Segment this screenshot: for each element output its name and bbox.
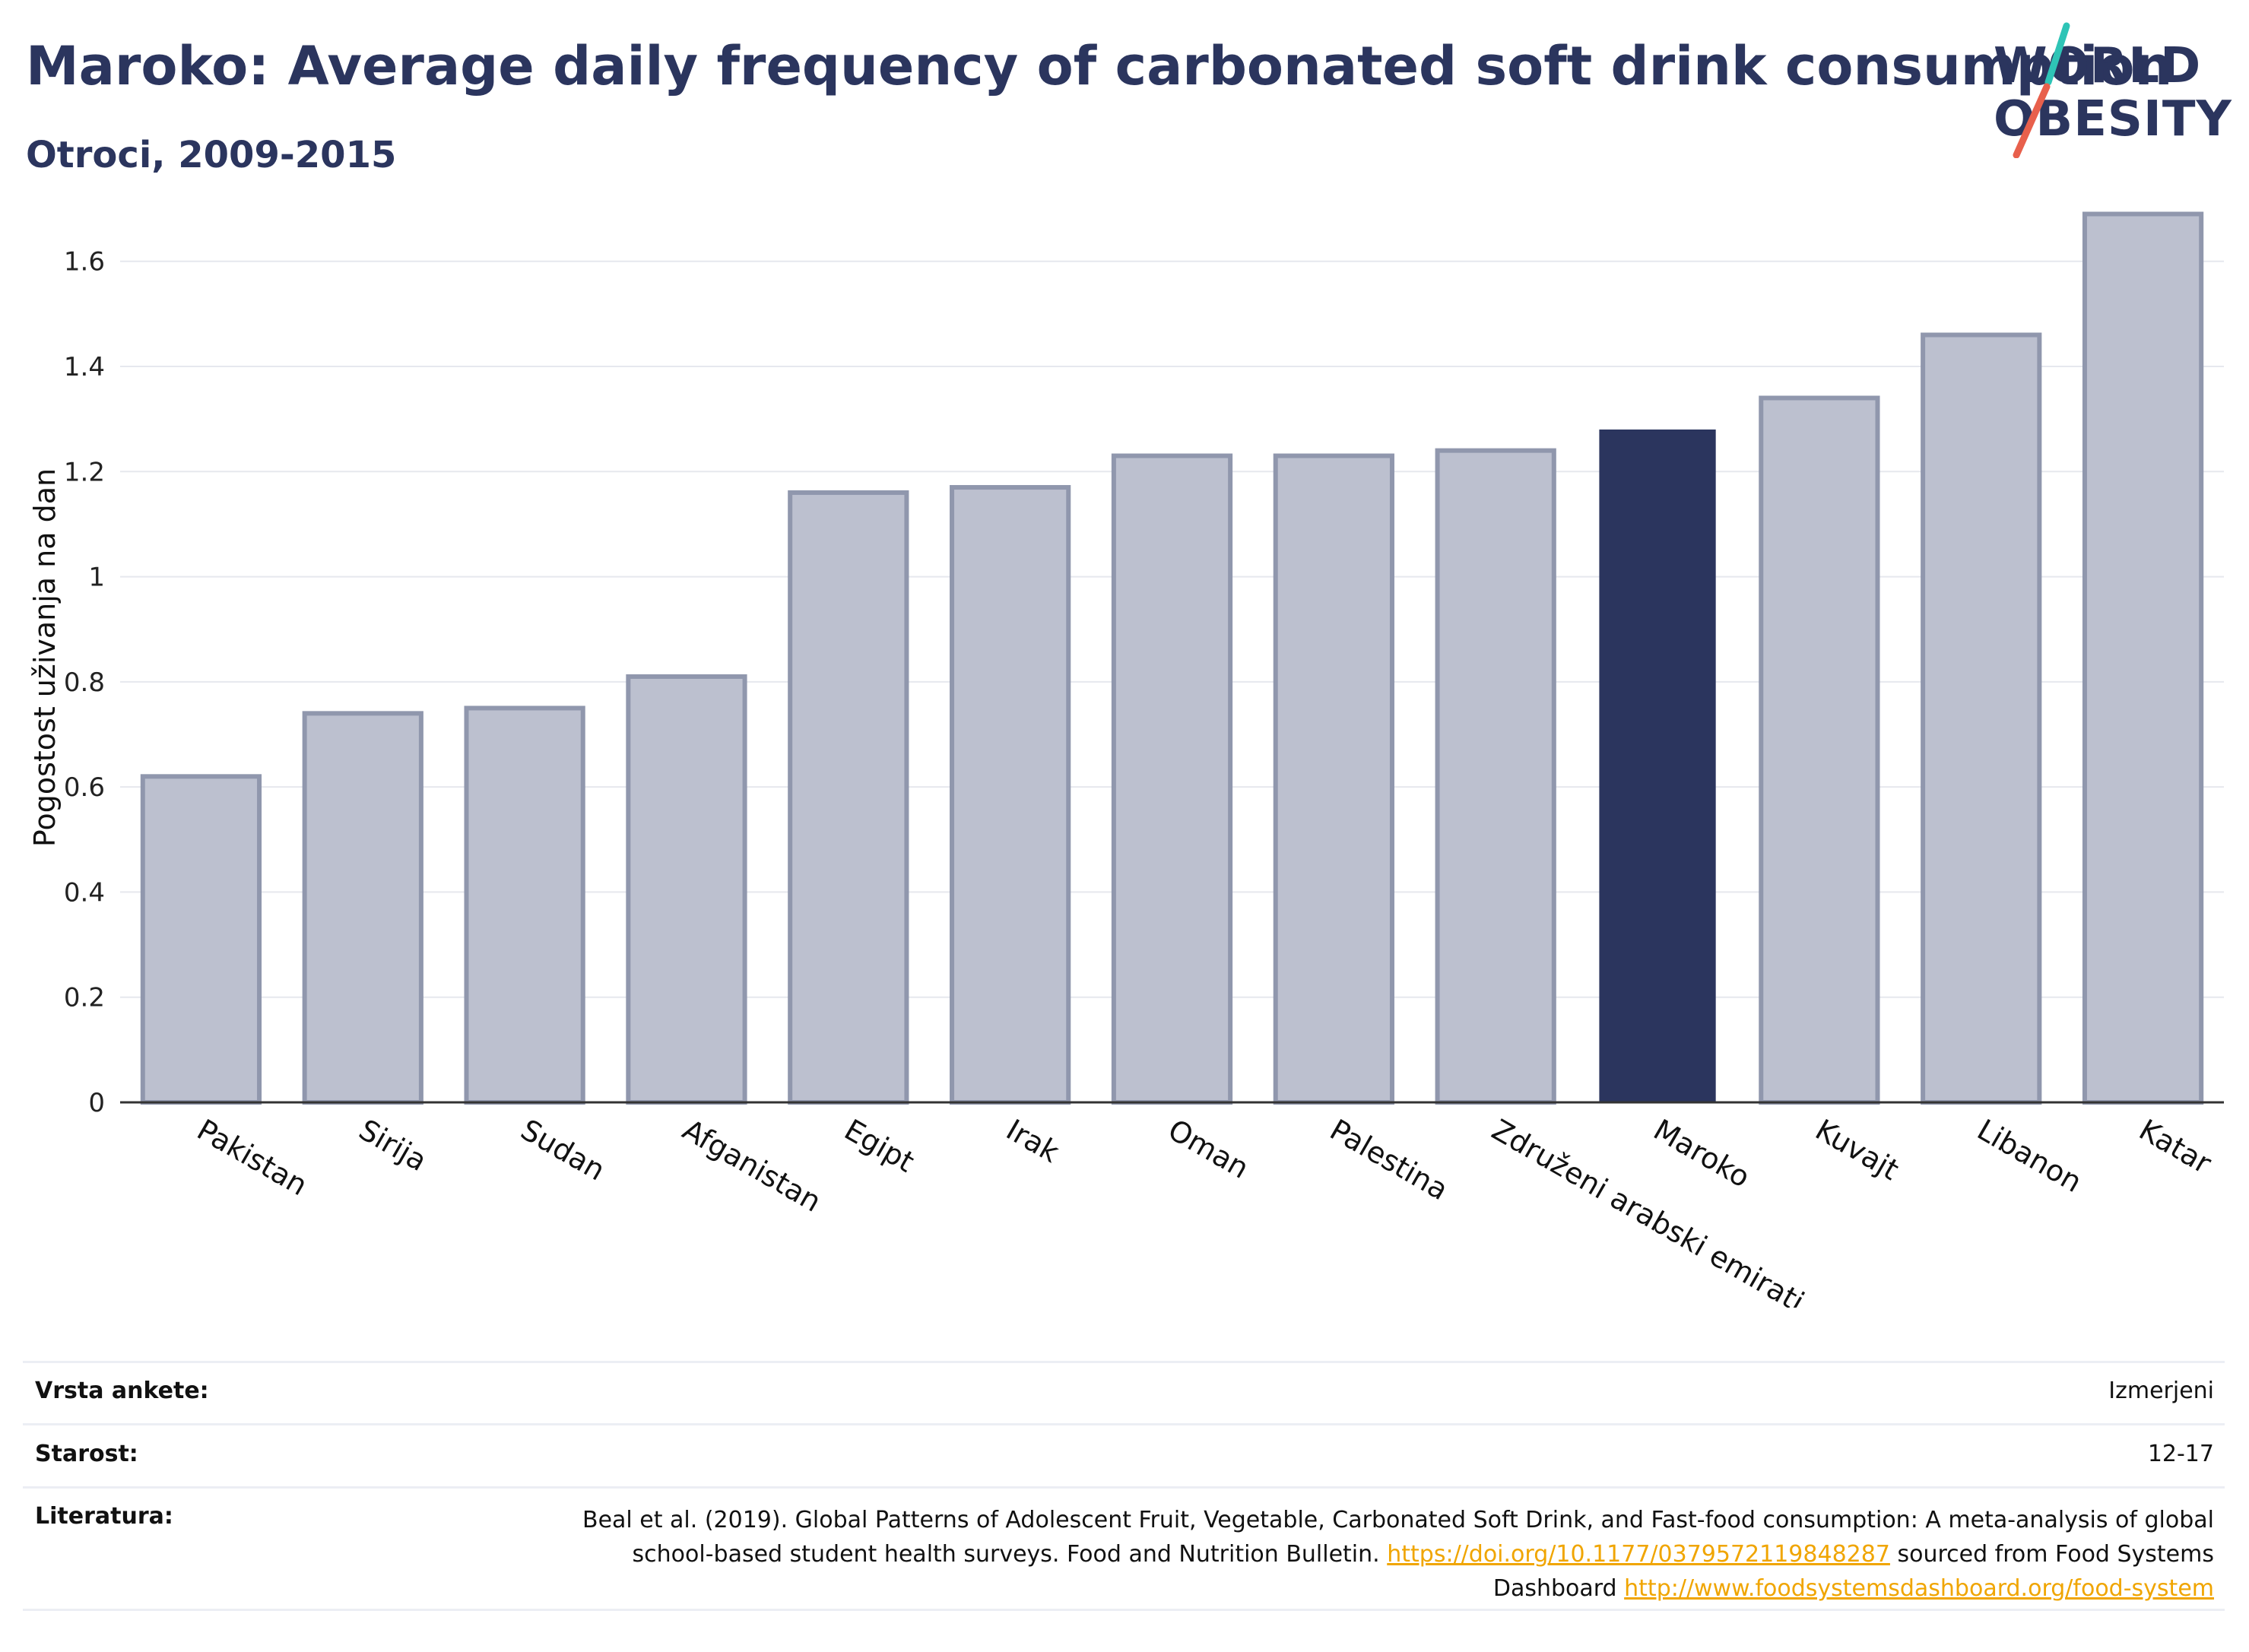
bar-afganistan bbox=[626, 674, 747, 1105]
x-tick-label: Katar bbox=[2133, 1113, 2217, 1181]
y-axis-title: Pogostost uživanja na dan bbox=[28, 468, 62, 847]
meta-divider bbox=[23, 1486, 2225, 1489]
meta-divider bbox=[23, 1609, 2225, 1611]
x-tick-label: Maroko bbox=[1648, 1113, 1756, 1194]
x-tick-label: Združeni arabski emirati bbox=[1486, 1113, 1810, 1308]
bar-irak bbox=[950, 485, 1071, 1105]
x-tick-label: Egipt bbox=[839, 1113, 920, 1179]
world-obesity-logo: WORLD OBESITY bbox=[1984, 21, 2235, 158]
bar-sirija bbox=[302, 711, 423, 1105]
y-tick-label: 0 bbox=[88, 1088, 105, 1118]
bar-pakistan bbox=[140, 774, 262, 1105]
y-tick-label: 1.2 bbox=[64, 457, 105, 487]
y-tick-label: 1 bbox=[88, 563, 105, 593]
x-tick-label: Sudan bbox=[515, 1113, 611, 1187]
survey-type-value: Izmerjeni bbox=[2108, 1378, 2214, 1404]
bar-libanon bbox=[1921, 332, 2042, 1105]
y-tick-label: 0.2 bbox=[64, 983, 105, 1013]
bar-egipt bbox=[788, 490, 909, 1105]
logo-slash-icon bbox=[2013, 22, 2070, 158]
y-tick-label: 0.8 bbox=[64, 667, 105, 698]
bar-maroko bbox=[1599, 429, 1716, 1102]
bar-kuvajt bbox=[1759, 395, 1880, 1105]
x-tick-label: Pakistan bbox=[192, 1113, 313, 1203]
y-tick-label: 1.6 bbox=[64, 247, 105, 277]
x-tick-label: Libanon bbox=[1971, 1113, 2087, 1199]
x-tick-label: Sirija bbox=[354, 1113, 433, 1178]
bar-katar bbox=[2082, 211, 2204, 1105]
bar-združeni-arabski-emirati bbox=[1435, 448, 1556, 1105]
bar-chart: 0 0.2 0.4 0.6 0.8 1 1.2 1.4 1.6 Pakistan Sirija Su… bbox=[28, 211, 2224, 1308]
x-tick-label: Kuvajt bbox=[1810, 1113, 1904, 1187]
bars bbox=[140, 211, 2204, 1105]
y-axis-ticks: 0 0.2 0.4 0.6 0.8 1 1.2 1.4 1.6 bbox=[64, 247, 105, 1118]
food-systems-dashboard-link[interactable]: http://www.foodsystemsdashboard.org/food… bbox=[1624, 1575, 2214, 1602]
reference-citation: Beal et al. (2019). Global Patterns of A… bbox=[582, 1507, 2214, 1568]
age-value: 12-17 bbox=[2147, 1441, 2214, 1467]
x-tick-label: Palestina bbox=[1324, 1113, 1454, 1207]
chart-title: Maroko: Average daily frequency of carbo… bbox=[26, 35, 2173, 97]
meta-divider bbox=[23, 1423, 2225, 1425]
y-tick-label: 0.4 bbox=[64, 877, 105, 908]
reference-label: Literatura: bbox=[35, 1503, 173, 1530]
y-tick-label: 0.6 bbox=[64, 772, 105, 803]
chart-subtitle: Otroci, 2009-2015 bbox=[26, 134, 397, 176]
doi-link[interactable]: https://doi.org/10.1177/0379572119848287 bbox=[1387, 1541, 1890, 1568]
bar-palestina bbox=[1273, 453, 1394, 1105]
x-tick-label: Irak bbox=[1001, 1113, 1064, 1169]
y-tick-label: 1.4 bbox=[64, 352, 105, 382]
logo-text-world: WORLD bbox=[1994, 38, 2202, 94]
meta-divider bbox=[23, 1361, 2225, 1363]
x-tick-label: Afganistan bbox=[677, 1113, 826, 1219]
bar-sudan bbox=[464, 706, 585, 1105]
x-tick-label: Oman bbox=[1163, 1113, 1255, 1185]
survey-type-label: Vrsta ankete: bbox=[35, 1378, 209, 1404]
reference-source: sourced from Food Systems Dashboard bbox=[1492, 1541, 2214, 1602]
x-axis-ticks: Pakistan Sirija Sudan Afganistan Egipt Irak Om… bbox=[192, 1113, 2217, 1308]
bar-oman bbox=[1111, 453, 1233, 1105]
age-label: Starost: bbox=[35, 1441, 138, 1467]
reference-text: Beal et al. (2019). Global Patterns of A… bbox=[541, 1503, 2214, 1606]
